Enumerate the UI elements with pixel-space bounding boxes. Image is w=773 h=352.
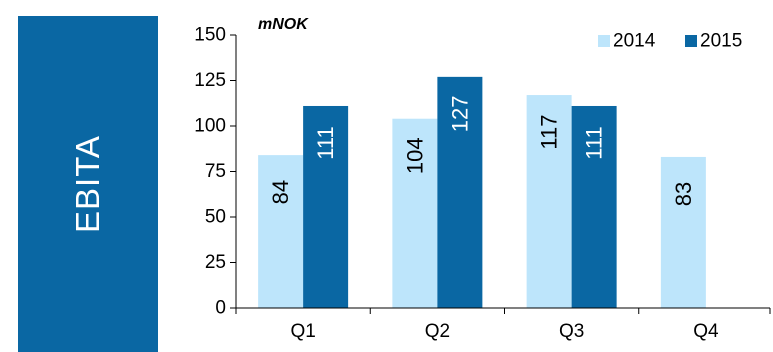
y-tick-label-75: 75 [205, 161, 226, 182]
bar-q1-2014 [258, 155, 304, 308]
bar-q1-2015 [303, 105, 349, 308]
x-tick-label-q1: Q1 [290, 321, 315, 342]
legend: 2014 2015 [598, 31, 742, 52]
legend-label-2015: 2015 [700, 31, 742, 52]
x-tick-label-q2: Q2 [425, 321, 450, 342]
data-labels-layer: 84 111 104 127 117 111 83 [268, 96, 696, 207]
bar-q3-2014 [526, 95, 572, 308]
data-label-q2-2014: 104 [402, 137, 427, 174]
side-panel: EBITA [18, 16, 158, 352]
x-tick-label-q4: Q4 [693, 321, 719, 342]
data-label-q1-2014: 84 [268, 180, 293, 204]
bar-q3-2015 [571, 105, 617, 308]
legend-label-2014: 2014 [613, 31, 656, 52]
data-label-q4-2014: 83 [671, 182, 696, 206]
y-tick-label-0: 0 [215, 298, 226, 319]
legend-swatch-2015 [685, 35, 697, 47]
data-label-q3-2014: 117 [537, 115, 562, 150]
data-label-q3-2015: 111 [582, 126, 607, 159]
bar-q2-2015 [437, 76, 483, 308]
y-tick-label-150: 150 [194, 25, 226, 46]
axes-layer: 0 25 50 75 100 125 150 Q1 Q2 Q3 Q4 [194, 25, 771, 342]
x-tick-label-q3: Q3 [559, 321, 584, 342]
bars-layer [258, 76, 706, 308]
bar-q2-2014 [392, 118, 438, 308]
y-tick-label-25: 25 [205, 252, 226, 273]
data-label-q2-2015: 127 [447, 96, 472, 133]
y-tick-label-50: 50 [205, 207, 226, 228]
bar-q4-2014 [660, 156, 706, 308]
data-label-q1-2015: 111 [313, 126, 338, 159]
y-tick-label-125: 125 [194, 70, 226, 91]
legend-swatch-2014 [598, 35, 610, 47]
unit-label: mNOK [258, 16, 309, 33]
y-tick-label-100: 100 [194, 116, 226, 137]
